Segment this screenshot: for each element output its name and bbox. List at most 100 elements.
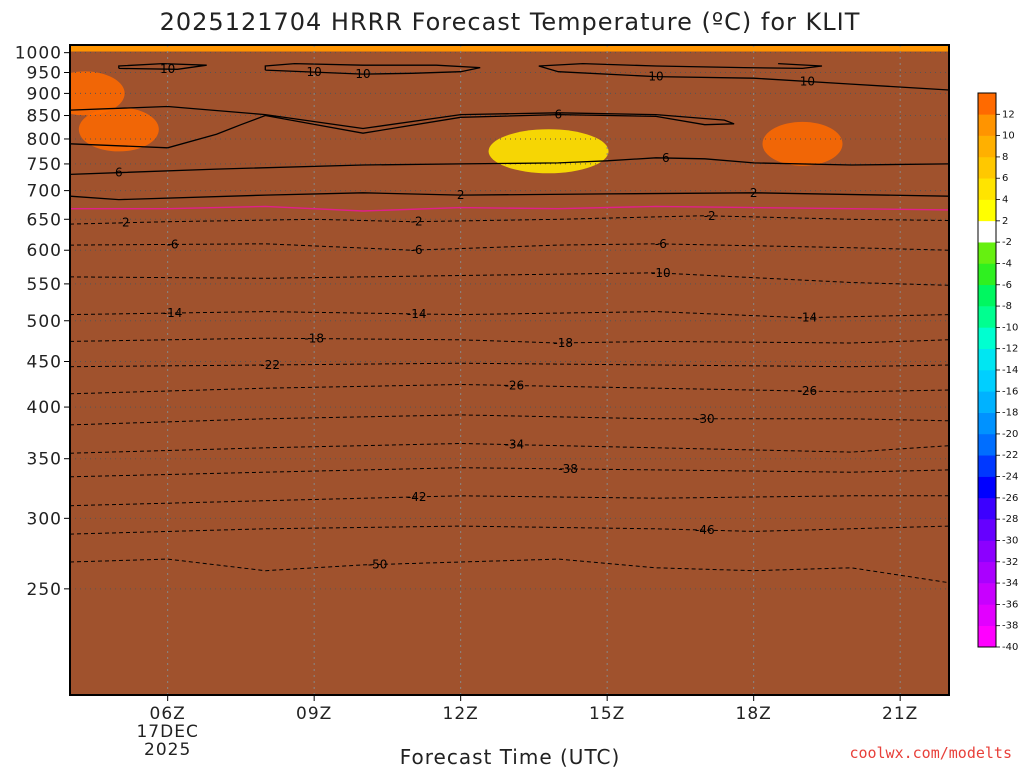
colorbar-label: -4 — [1002, 258, 1012, 269]
colorbar-swatch — [978, 476, 996, 499]
y-tick-label: 700 — [27, 182, 62, 202]
isotherm-label: -14 — [163, 306, 183, 320]
y-tick-label: 300 — [27, 509, 62, 529]
isotherm-line — [70, 383, 949, 395]
colorbar-label: -8 — [1002, 301, 1012, 312]
colorbar-swatch — [978, 156, 996, 179]
y-tick-label: 400 — [27, 398, 62, 418]
colorbar-swatch — [978, 370, 996, 392]
colorbar-swatch — [978, 433, 996, 456]
isotherm-line — [70, 105, 735, 149]
isotherm-label: -18 — [553, 336, 573, 350]
grid-lines — [70, 45, 949, 695]
colorbar-swatch — [978, 391, 996, 413]
isotherm-line — [70, 495, 949, 507]
isotherm-line — [538, 62, 949, 91]
colorbar-label: -16 — [1002, 386, 1018, 397]
isotherm-label: 10 — [355, 67, 370, 81]
colorbar-swatch — [978, 604, 996, 626]
colorbar-label: 10 — [1002, 131, 1015, 142]
colorbar-label: -38 — [1002, 621, 1018, 632]
plot-frame — [69, 44, 950, 696]
colorbar-label: -28 — [1002, 514, 1018, 525]
colorbar-label: -22 — [1002, 450, 1018, 461]
colorbar-label: -18 — [1002, 408, 1018, 419]
colorbar-swatch — [978, 114, 996, 136]
y-tick-label: 550 — [27, 275, 62, 295]
y-tick-label: 600 — [27, 241, 62, 261]
colorbar-label: 4 — [1002, 195, 1008, 206]
isotherm-label: -46 — [695, 523, 715, 537]
colorbar-label: -2 — [1002, 237, 1012, 248]
isotherm-label: -2 — [118, 216, 130, 230]
colorbar-swatch — [978, 583, 996, 605]
x-tick-year: 2025 — [144, 740, 191, 760]
colorbar-swatch — [978, 412, 996, 435]
y-tick-label: 350 — [27, 450, 62, 470]
warm-cell — [70, 71, 125, 116]
isotherm-line — [70, 362, 949, 368]
isotherm-label: -38 — [558, 462, 578, 476]
y-tick-label: 900 — [27, 84, 62, 104]
colorbar-label: -40 — [1002, 642, 1018, 653]
colorbar-swatch — [978, 625, 996, 648]
isotherm-line — [70, 414, 949, 426]
x-tick-label: 09Z — [296, 704, 332, 724]
colorbar-label: -6 — [1002, 280, 1012, 291]
isotherm-label: -6 — [167, 237, 179, 251]
colorbar-swatch — [978, 242, 996, 264]
colorbar-label: -24 — [1002, 472, 1018, 483]
colorbar-swatch — [978, 561, 996, 584]
y-tick-label: 750 — [27, 155, 62, 175]
colorbar-label: -20 — [1002, 429, 1018, 440]
x-tick-date: 17DEC — [136, 722, 198, 742]
isotherm-label: 10 — [648, 70, 663, 84]
isotherm-label: -50 — [368, 557, 388, 571]
x-tick-label: 06Z — [150, 704, 186, 724]
isotherm-line — [70, 467, 949, 478]
isotherm-label: -22 — [260, 358, 280, 372]
x-axis-label: Forecast Time (UTC) — [400, 745, 621, 768]
isotherm-contours — [70, 62, 949, 584]
y-tick-label: 1000 — [15, 44, 62, 64]
colorbar-label: -34 — [1002, 578, 1018, 589]
isotherm-label: 10 — [307, 65, 322, 79]
colorbar-label: -10 — [1002, 322, 1018, 333]
isotherm-line — [70, 311, 949, 319]
x-tick-label: 18Z — [736, 704, 772, 724]
isotherm-label: -34 — [505, 438, 525, 452]
cool-cell — [488, 129, 609, 174]
colorbar-swatch — [978, 178, 996, 200]
isotherm-label: 6 — [662, 151, 670, 165]
isotherm-line — [70, 157, 949, 176]
colorbar-label: 12 — [1002, 109, 1015, 120]
isotherm-label: -6 — [655, 237, 667, 251]
colorbar-label: -14 — [1002, 365, 1018, 376]
colorbar-label: 8 — [1002, 152, 1008, 163]
colorbar: -40-38-36-34-32-30-28-26-24-22-20-18-16-… — [977, 92, 1018, 653]
y-axis: 250 300 350 400 450 500 550 600 650 700 750 800 850 9… — [15, 44, 70, 600]
colorbar-label: 2 — [1002, 216, 1008, 227]
x-tick-label: 12Z — [443, 704, 479, 724]
isotherm-line — [70, 272, 949, 286]
isotherm-labels: -50-46-42-38-34-30-26 -26-22-18 -18-14 -14-… — [115, 62, 818, 571]
colorbar-swatch — [978, 306, 996, 328]
colorbar-swatch — [978, 263, 996, 286]
x-tick-label: 15Z — [589, 704, 625, 724]
y-tick-label: 800 — [27, 130, 62, 150]
isotherm-line — [70, 192, 949, 201]
isotherm-label: 6 — [555, 108, 563, 122]
isotherm-line — [70, 525, 949, 535]
isotherm-line — [118, 62, 207, 70]
y-tick-label: 850 — [27, 107, 62, 127]
warm-cell — [762, 121, 843, 166]
isotherm-label: -26 — [505, 379, 525, 393]
y-tick-label: 650 — [27, 210, 62, 230]
colorbar-swatch — [978, 93, 996, 115]
isotherm-label: -14 — [798, 311, 818, 325]
colorbar-swatch — [978, 199, 996, 222]
colorbar-frame — [977, 92, 997, 648]
x-tick-label: 21Z — [882, 704, 918, 724]
